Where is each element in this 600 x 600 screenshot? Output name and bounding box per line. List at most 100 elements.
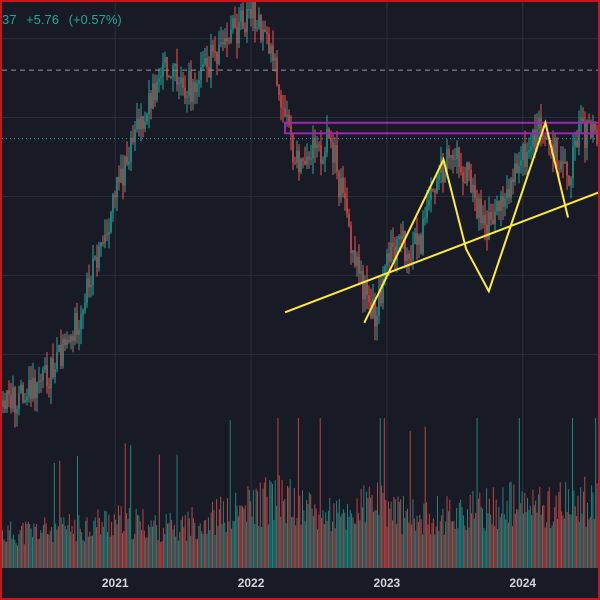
- volume-bar: [452, 521, 453, 568]
- volume-bar: [281, 479, 283, 568]
- candle-body: [502, 196, 504, 207]
- candle-body: [364, 280, 366, 300]
- candle-body: [192, 82, 194, 102]
- volume-bar: [464, 525, 466, 568]
- drawings[interactable]: [284, 119, 600, 324]
- candle-body: [520, 160, 522, 166]
- candle-body: [244, 28, 246, 33]
- candle-body: [330, 138, 332, 143]
- volume-bar: [561, 511, 563, 568]
- volume-bar: [475, 512, 477, 568]
- volume-bar: [112, 535, 114, 568]
- volume-bar: [276, 505, 278, 568]
- volume-bar: [98, 518, 100, 568]
- candle-body: [516, 163, 518, 173]
- candle-body: [514, 163, 516, 183]
- volume-bar: [287, 485, 288, 568]
- candle-body: [158, 77, 160, 82]
- volume-bar: [132, 538, 134, 568]
- volume-bar: [57, 526, 59, 568]
- volume-bar: [431, 522, 433, 568]
- candle-body: [490, 212, 492, 220]
- volume-bar: [194, 522, 196, 568]
- candle-body: [488, 212, 490, 239]
- candle-body: [268, 33, 270, 54]
- volume-bar: [180, 519, 182, 568]
- volume-bar: [337, 512, 339, 568]
- candle-body: [590, 121, 592, 138]
- volume-bar: [505, 519, 507, 568]
- volume-bar: [417, 521, 419, 568]
- candle-body: [298, 150, 300, 173]
- volume-bar: [128, 508, 130, 568]
- candle-body: [382, 278, 384, 304]
- volume-bar: [177, 540, 179, 568]
- volume-bar: [205, 519, 207, 568]
- volume-bar: [531, 515, 533, 568]
- candle-body: [220, 42, 222, 45]
- volume-bar: [70, 531, 72, 568]
- candle-body: [546, 137, 548, 140]
- volume-bar: [582, 491, 584, 568]
- candle-body: [248, 8, 250, 10]
- candle-body: [264, 29, 266, 33]
- volume-bar: [518, 418, 520, 568]
- volume-bar: [285, 522, 287, 568]
- time-axis[interactable]: [2, 568, 598, 598]
- price-change-percent: (+0.57%): [68, 12, 122, 27]
- candle-body: [18, 393, 20, 409]
- volume-bar: [23, 544, 25, 568]
- volume-bar: [321, 517, 323, 568]
- candle-body: [504, 198, 506, 207]
- volume-bar: [462, 515, 464, 568]
- candle-body: [304, 160, 306, 165]
- candle-body: [486, 224, 488, 239]
- volume-bar: [319, 418, 321, 568]
- candle-body: [494, 211, 496, 224]
- candle-body: [238, 21, 240, 44]
- candle-body: [476, 197, 478, 218]
- candle-body: [104, 234, 106, 244]
- volume-bar: [535, 500, 537, 568]
- candle-body: [4, 400, 6, 409]
- volume-bar: [405, 510, 407, 568]
- volume-bar: [218, 509, 220, 568]
- volume-bar: [585, 526, 587, 568]
- candle-body: [190, 70, 192, 102]
- candle-body: [418, 235, 420, 246]
- volume-bar: [383, 418, 385, 568]
- volume-bar: [246, 521, 248, 568]
- candle-body: [534, 129, 536, 150]
- candle-body: [510, 178, 512, 198]
- volume-bar: [392, 520, 393, 568]
- volume-bar: [11, 538, 13, 568]
- volume-bar: [184, 515, 186, 568]
- volume-bar: [203, 520, 205, 568]
- volume-bar: [297, 418, 299, 568]
- volume-bar: [280, 516, 282, 568]
- candle-body: [6, 390, 8, 409]
- candle-body: [204, 58, 206, 65]
- candle-body: [426, 205, 428, 218]
- candle-body: [148, 92, 150, 115]
- volume-bar: [506, 500, 508, 568]
- volume-bar: [209, 530, 211, 568]
- volume-bar: [570, 514, 572, 568]
- volume-bar: [2, 530, 3, 568]
- volume-bar: [64, 526, 66, 568]
- candle-body: [266, 32, 268, 34]
- volume-bar: [389, 508, 391, 568]
- volume-bar: [524, 492, 526, 568]
- candle-body: [556, 138, 558, 169]
- volume-bar: [595, 418, 597, 568]
- volume-bar: [87, 536, 89, 568]
- volume-bar: [235, 492, 237, 568]
- volume-bar: [143, 530, 145, 568]
- candle-body: [568, 175, 570, 186]
- candle-body: [580, 118, 582, 121]
- volume-bar: [371, 495, 373, 568]
- volume-bar: [554, 507, 556, 568]
- candle-body: [24, 399, 26, 402]
